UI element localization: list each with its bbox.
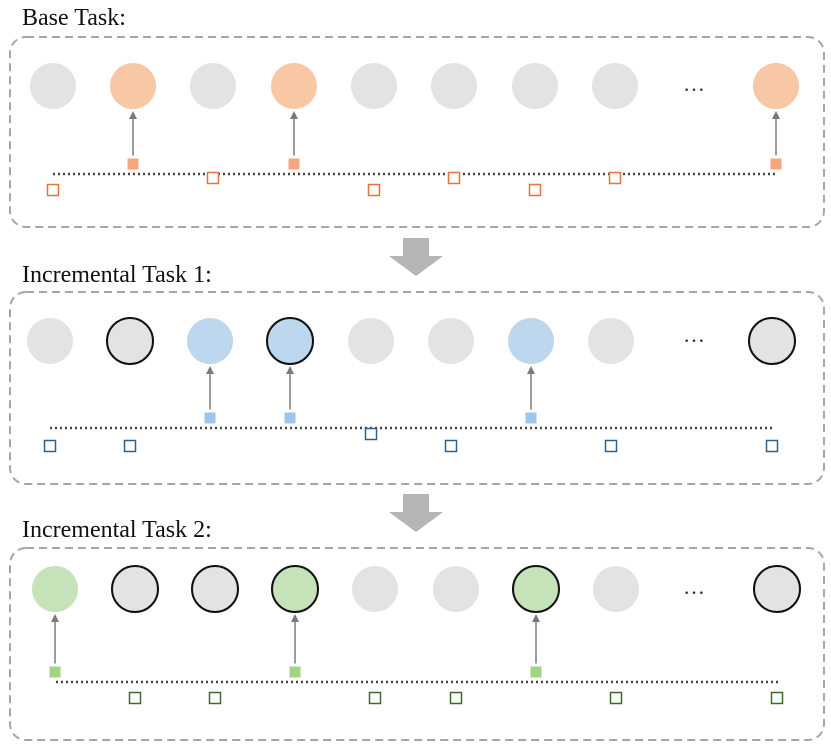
down-arrow-2-icon bbox=[389, 494, 443, 532]
node-circle-highlighted bbox=[110, 63, 156, 109]
panel-1-marks bbox=[27, 317, 796, 453]
sample-square-hollow bbox=[128, 691, 142, 705]
sample-square-hollow bbox=[608, 171, 622, 185]
down-arrow-1-icon bbox=[389, 238, 443, 276]
node-circle-outlined bbox=[748, 317, 796, 365]
sample-square-hollow bbox=[444, 439, 458, 453]
node-circle bbox=[512, 63, 558, 109]
sample-square-hollow bbox=[609, 691, 623, 705]
panel-title-incremental-2: Incremental Task 2: bbox=[22, 517, 212, 543]
sample-square-hollow bbox=[528, 183, 542, 197]
node-circle-highlighted bbox=[187, 318, 233, 364]
panel-2-marks bbox=[32, 565, 801, 705]
node-circle bbox=[351, 63, 397, 109]
sample-square-hollow bbox=[367, 183, 381, 197]
sample-square-filled bbox=[127, 158, 139, 170]
sample-square-hollow bbox=[123, 439, 137, 453]
ellipsis-incremental-1: … bbox=[683, 322, 707, 347]
panel-frame-base bbox=[9, 36, 825, 228]
node-circle bbox=[352, 566, 398, 612]
node-circle bbox=[348, 318, 394, 364]
sample-square-filled bbox=[530, 666, 542, 678]
node-circle-highlighted bbox=[271, 63, 317, 109]
node-circle-highlighted bbox=[753, 63, 799, 109]
sample-square-hollow bbox=[206, 171, 220, 185]
node-circle-outlined bbox=[106, 317, 154, 365]
node-circle bbox=[592, 63, 638, 109]
sample-square-hollow bbox=[43, 439, 57, 453]
node-circle bbox=[593, 566, 639, 612]
ellipsis-incremental-2: … bbox=[683, 574, 707, 599]
sample-square-filled bbox=[289, 666, 301, 678]
node-circle bbox=[588, 318, 634, 364]
sample-square-hollow bbox=[765, 439, 779, 453]
node-circle-outlined bbox=[191, 565, 239, 613]
sample-square-filled bbox=[525, 412, 537, 424]
node-circle bbox=[431, 63, 477, 109]
node-circle-outlined bbox=[753, 565, 801, 613]
sample-square-hollow bbox=[368, 691, 382, 705]
sample-square-hollow bbox=[447, 171, 461, 185]
sample-square-hollow bbox=[208, 691, 222, 705]
node-circle bbox=[433, 566, 479, 612]
sample-square-hollow bbox=[364, 427, 378, 441]
panel-frame-incremental-1 bbox=[9, 291, 825, 485]
sample-square-hollow bbox=[770, 691, 784, 705]
sample-square-hollow bbox=[449, 691, 463, 705]
node-circle bbox=[30, 63, 76, 109]
node-circle-highlighted bbox=[32, 566, 78, 612]
sample-square-filled bbox=[770, 158, 782, 170]
sample-square-filled bbox=[49, 666, 61, 678]
node-circle-outlined bbox=[111, 565, 159, 613]
panel-title-incremental-1: Incremental Task 1: bbox=[22, 262, 212, 288]
sample-square-hollow bbox=[604, 439, 618, 453]
node-circle-highlighted bbox=[508, 318, 554, 364]
panel-title-base: Base Task: bbox=[22, 5, 126, 31]
sample-square-filled bbox=[288, 158, 300, 170]
node-circle bbox=[190, 63, 236, 109]
panel-frame-incremental-2 bbox=[9, 547, 825, 741]
node-circle-highlighted-outlined bbox=[271, 565, 319, 613]
sample-square-hollow bbox=[46, 183, 60, 197]
node-circle-highlighted-outlined bbox=[266, 317, 314, 365]
sample-square-filled bbox=[204, 412, 216, 424]
ellipsis-base: … bbox=[683, 71, 707, 96]
diagram-marks bbox=[27, 63, 801, 705]
node-circle-highlighted-outlined bbox=[512, 565, 560, 613]
sample-square-filled bbox=[284, 412, 296, 424]
node-circle bbox=[428, 318, 474, 364]
node-circle bbox=[27, 318, 73, 364]
panel-0-marks bbox=[30, 63, 799, 197]
